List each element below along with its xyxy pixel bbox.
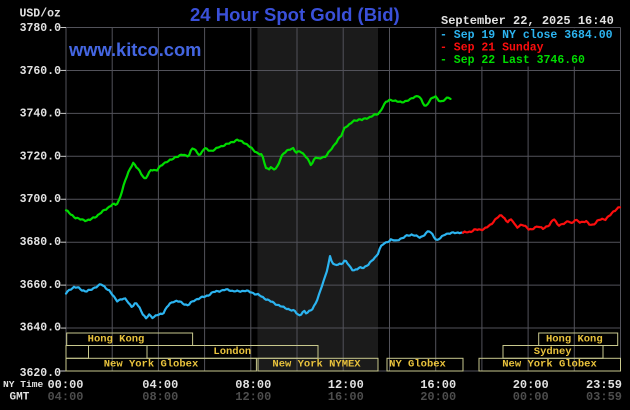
svg-text:Sydney: Sydney bbox=[534, 346, 573, 358]
svg-text:3660.0: 3660.0 bbox=[20, 279, 62, 292]
svg-text:3740.0: 3740.0 bbox=[20, 108, 62, 121]
svg-text:London: London bbox=[213, 346, 251, 358]
svg-text:23:59: 23:59 bbox=[586, 378, 622, 392]
svg-text:USD/oz: USD/oz bbox=[20, 8, 62, 21]
svg-text:3720.0: 3720.0 bbox=[20, 150, 62, 163]
svg-text:04:00: 04:00 bbox=[47, 390, 83, 404]
svg-text:03:59: 03:59 bbox=[586, 390, 622, 404]
svg-text:- Sep 21 Sunday: - Sep 21 Sunday bbox=[440, 42, 544, 55]
svg-text:3640.0: 3640.0 bbox=[20, 322, 62, 335]
svg-text:16:00: 16:00 bbox=[420, 378, 456, 392]
svg-text:New York Globex: New York Globex bbox=[502, 359, 597, 371]
svg-text:3620.0: 3620.0 bbox=[20, 367, 62, 380]
svg-text:00:00: 00:00 bbox=[513, 390, 549, 404]
svg-text:NY Globex: NY Globex bbox=[389, 359, 446, 371]
svg-text:New York NYMEX: New York NYMEX bbox=[272, 359, 361, 371]
svg-text:12:00: 12:00 bbox=[328, 378, 364, 392]
svg-text:16:00: 16:00 bbox=[328, 390, 364, 404]
svg-text:www.kitco.com: www.kitco.com bbox=[68, 39, 201, 60]
svg-text:08:00: 08:00 bbox=[142, 390, 178, 404]
svg-text:24 Hour Spot Gold (Bid): 24 Hour Spot Gold (Bid) bbox=[190, 4, 400, 25]
svg-text:3700.0: 3700.0 bbox=[20, 193, 62, 206]
svg-text:08:00: 08:00 bbox=[235, 378, 271, 392]
svg-text:NY Time: NY Time bbox=[3, 379, 44, 390]
svg-text:Hong Kong: Hong Kong bbox=[88, 334, 145, 346]
svg-text:3780.0: 3780.0 bbox=[20, 22, 62, 35]
svg-text:3680.0: 3680.0 bbox=[20, 236, 62, 249]
svg-text:04:00: 04:00 bbox=[142, 378, 178, 392]
svg-text:- Sep 22 Last 3746.60: - Sep 22 Last 3746.60 bbox=[440, 54, 585, 67]
svg-text:12:00: 12:00 bbox=[235, 390, 271, 404]
svg-text:Hong Kong: Hong Kong bbox=[546, 334, 603, 346]
svg-text:20:00: 20:00 bbox=[513, 378, 549, 392]
svg-text:GMT: GMT bbox=[10, 392, 30, 404]
svg-text:3760.0: 3760.0 bbox=[20, 65, 62, 78]
svg-text:September 22, 2025 16:40: September 22, 2025 16:40 bbox=[441, 14, 614, 28]
svg-text:00:00: 00:00 bbox=[47, 378, 83, 392]
svg-text:20:00: 20:00 bbox=[420, 390, 456, 404]
svg-text:- Sep 19 NY close 3684.00: - Sep 19 NY close 3684.00 bbox=[440, 29, 613, 42]
svg-text:New York Globex: New York Globex bbox=[104, 359, 199, 371]
